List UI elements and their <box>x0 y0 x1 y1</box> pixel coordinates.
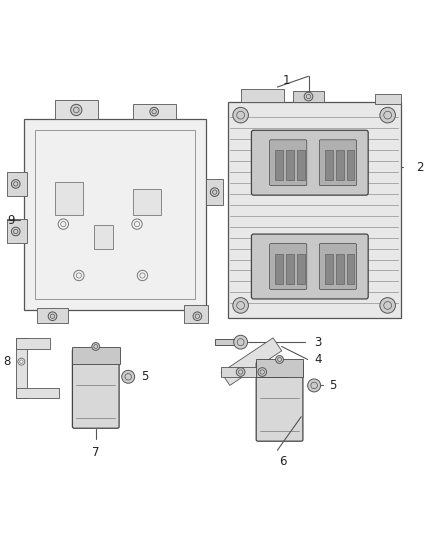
Bar <box>55 100 98 119</box>
Bar <box>133 189 161 215</box>
Text: 1: 1 <box>282 74 290 87</box>
Circle shape <box>380 107 396 123</box>
Bar <box>346 150 354 180</box>
Circle shape <box>193 312 202 320</box>
FancyBboxPatch shape <box>319 140 357 185</box>
Circle shape <box>58 219 68 229</box>
Circle shape <box>48 312 57 320</box>
Text: 4: 4 <box>314 353 321 366</box>
Text: 5: 5 <box>329 379 337 392</box>
Polygon shape <box>240 89 284 102</box>
FancyBboxPatch shape <box>270 140 307 185</box>
Bar <box>16 387 59 398</box>
Bar <box>297 150 304 180</box>
Bar <box>35 130 195 299</box>
Bar <box>325 254 333 284</box>
Bar <box>184 305 208 322</box>
Circle shape <box>304 92 313 101</box>
Bar <box>133 104 176 119</box>
Bar <box>297 254 304 284</box>
Text: 8: 8 <box>3 355 10 368</box>
Text: 9: 9 <box>7 214 14 227</box>
FancyBboxPatch shape <box>270 244 307 289</box>
Circle shape <box>380 297 396 313</box>
Circle shape <box>236 368 245 376</box>
Polygon shape <box>221 338 282 385</box>
Polygon shape <box>228 102 401 318</box>
Circle shape <box>258 368 267 376</box>
Circle shape <box>307 379 321 392</box>
Bar <box>206 179 223 205</box>
Text: 6: 6 <box>279 455 287 467</box>
Circle shape <box>92 343 100 350</box>
FancyBboxPatch shape <box>251 130 368 195</box>
FancyBboxPatch shape <box>256 362 303 441</box>
Bar <box>256 359 304 377</box>
Circle shape <box>137 270 148 281</box>
Circle shape <box>71 104 82 116</box>
Bar <box>325 150 333 180</box>
Text: 2: 2 <box>416 160 423 174</box>
Bar <box>7 220 27 243</box>
Bar <box>275 150 283 180</box>
Bar <box>37 308 67 322</box>
FancyBboxPatch shape <box>251 234 368 299</box>
Bar <box>293 91 324 102</box>
Bar <box>25 119 206 310</box>
Circle shape <box>210 188 219 197</box>
Bar <box>275 254 283 284</box>
FancyBboxPatch shape <box>319 244 357 289</box>
Bar <box>7 172 27 196</box>
FancyBboxPatch shape <box>72 349 119 428</box>
Bar <box>286 254 294 284</box>
Circle shape <box>233 107 248 123</box>
Circle shape <box>18 358 25 365</box>
Bar <box>94 225 113 249</box>
Bar <box>221 367 288 377</box>
Circle shape <box>132 219 142 229</box>
Circle shape <box>11 227 20 236</box>
Circle shape <box>276 356 283 364</box>
Circle shape <box>74 270 84 281</box>
Circle shape <box>122 370 134 383</box>
Bar <box>286 150 294 180</box>
Circle shape <box>11 180 20 188</box>
Text: 3: 3 <box>314 336 321 349</box>
Bar <box>72 346 120 364</box>
Bar <box>346 254 354 284</box>
Bar <box>374 93 401 104</box>
Bar <box>16 338 50 349</box>
Bar <box>215 339 238 345</box>
Circle shape <box>150 107 159 116</box>
Circle shape <box>234 335 247 349</box>
Bar <box>55 182 83 215</box>
Text: 5: 5 <box>141 370 148 383</box>
Bar <box>336 254 343 284</box>
Bar <box>336 150 343 180</box>
Bar <box>16 338 27 398</box>
Circle shape <box>233 297 248 313</box>
Text: 7: 7 <box>92 446 99 459</box>
